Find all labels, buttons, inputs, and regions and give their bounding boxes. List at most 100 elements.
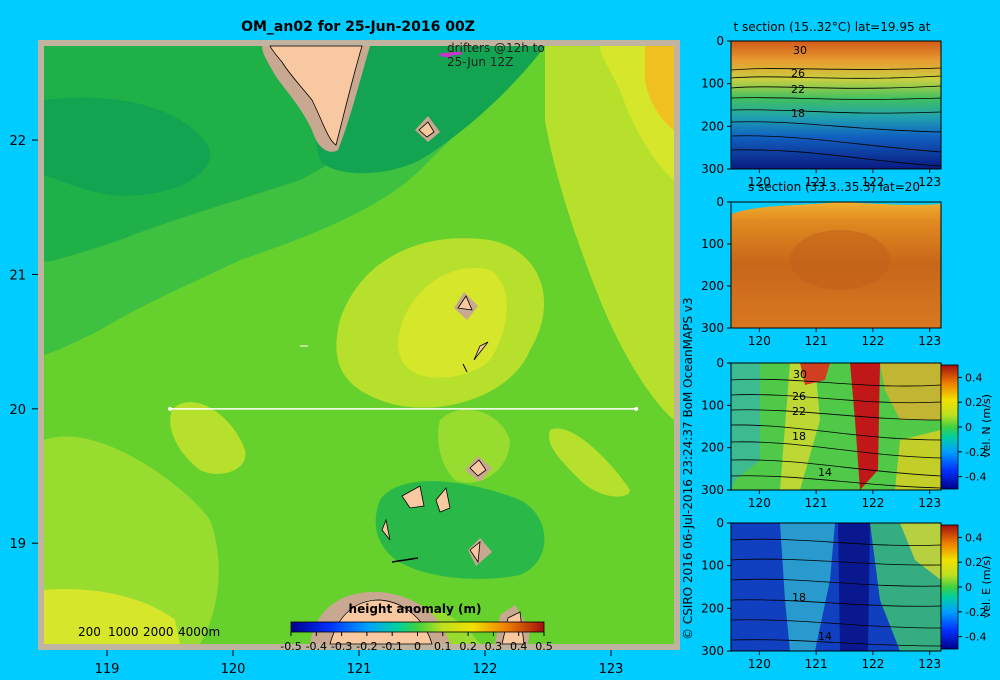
s-section-axes: 120 121 122 123 0 100 200 300 <box>701 195 941 348</box>
y-tick-label: 200 <box>701 601 724 615</box>
y-tick-label: 0 <box>716 516 724 530</box>
y-tick-label: 300 <box>701 644 724 658</box>
contour-region <box>44 589 180 644</box>
y-tick-label: 200 <box>701 441 724 455</box>
colorbar-tick-label: -0.2 <box>356 640 377 653</box>
contour-label: 18 <box>792 591 806 604</box>
x-tick-label: 120 <box>748 657 771 671</box>
contour-line <box>730 558 942 566</box>
x-tick-label: 123 <box>599 662 624 677</box>
credit-text: © CSIRO 2016 06-Jul-2016 23:24:37 BoM Oc… <box>681 297 695 640</box>
main-colorbar <box>290 621 545 633</box>
x-tick-label: 121 <box>805 334 828 348</box>
colorbar-tick-label: 0 <box>414 640 421 653</box>
x-tick-label: 121 <box>805 175 828 189</box>
x-tick-label: 122 <box>861 175 884 189</box>
x-tick-label: 123 <box>918 657 941 671</box>
x-tick-label: 121 <box>347 662 372 677</box>
contour-region <box>545 46 674 420</box>
depth-legend-200: 200 <box>78 625 101 639</box>
section-endpoint <box>634 406 639 411</box>
colorbar-tick-label: -0.3 <box>331 640 352 653</box>
colorbar-tick-label: 0.3 <box>485 640 503 653</box>
land-islet <box>391 557 419 563</box>
depth-legend-4000: 4000m <box>178 625 220 639</box>
land-islet <box>462 363 468 373</box>
depth-legend-1000: 1000 <box>108 625 139 639</box>
land-taiwan <box>269 45 363 146</box>
vn-region <box>780 363 820 490</box>
x-tick-label: 122 <box>861 657 884 671</box>
y-tick-label: 100 <box>701 77 724 91</box>
colorbar-tick-label: 0.2 <box>965 556 983 569</box>
x-tick-label: 123 <box>918 175 941 189</box>
x-tick-label: 122 <box>861 334 884 348</box>
y-tick-label: 100 <box>701 559 724 573</box>
y-tick-label: 20 <box>9 403 26 418</box>
contour-label: 22 <box>791 83 805 96</box>
contour-line <box>730 135 942 153</box>
contour-label: 14 <box>818 630 832 643</box>
land-shelf <box>468 538 492 566</box>
s-section-core <box>790 230 890 290</box>
contour-line <box>730 97 942 100</box>
land-island <box>457 295 473 311</box>
x-tick-label: 121 <box>805 657 828 671</box>
contour-line <box>730 109 942 114</box>
contour-region <box>549 428 630 497</box>
drifter-track <box>439 51 463 57</box>
land-island <box>435 487 451 513</box>
contour-line <box>730 619 942 629</box>
colorbar-tick-label: -0.4 <box>965 631 986 644</box>
colorbar-tick-label: 0.5 <box>535 640 553 653</box>
contour-region <box>44 97 211 196</box>
x-tick-label: 123 <box>918 496 941 510</box>
contour-line <box>730 578 942 587</box>
colorbar-tick-label: 0 <box>965 421 972 434</box>
land-island <box>473 341 489 361</box>
contour-region <box>438 409 510 483</box>
vn-section-panel: 30 26 22 18 14 vel. N (m/s) <box>730 362 993 491</box>
contour-label: 26 <box>792 390 806 403</box>
contour-line <box>730 459 942 477</box>
y-tick-label: 0 <box>716 356 724 370</box>
y-tick-label: 300 <box>701 483 724 497</box>
y-tick-label: 0 <box>716 34 724 48</box>
t-section-field <box>730 40 942 170</box>
land-island <box>401 485 425 509</box>
vn-colorbar-label: vel. N (m/s) <box>980 394 993 458</box>
colorbar-tick-label: 0.4 <box>965 371 983 384</box>
contour-label: 30 <box>793 368 807 381</box>
contour-line <box>730 475 942 489</box>
contour-line <box>730 639 942 647</box>
contour-line <box>730 424 942 441</box>
colorbar-tick-label: -0.2 <box>965 606 986 619</box>
vn-colorbar-ticks: 0.4 0.2 0 -0.2 -0.4 <box>958 371 986 484</box>
x-tick-label: 120 <box>221 662 246 677</box>
land-island <box>418 121 435 138</box>
colorbar-tick-label: 0 <box>965 581 972 594</box>
colorbar-ticks: -0.5 -0.4 -0.3 -0.2 -0.1 0 0.1 0.2 0.3 0.4 0.5 <box>280 632 553 653</box>
ve-section-panel: 18 14 vel. E (m/s) <box>730 522 993 652</box>
contour-line <box>730 378 942 387</box>
contour-line <box>730 538 942 546</box>
y-tick-label: 200 <box>701 279 724 293</box>
contour-line <box>730 441 942 459</box>
colorbar-tick-label: -0.4 <box>965 471 986 484</box>
contour-label: 14 <box>818 466 832 479</box>
ve-colorbar <box>940 524 959 650</box>
x-tick-label: 119 <box>95 662 120 677</box>
t-section-title: t section (15..32°C) lat=19.95 at <box>734 20 931 34</box>
ve-region <box>780 523 835 651</box>
contour-line <box>730 67 942 71</box>
colorbar-tick-label: 0.2 <box>459 640 477 653</box>
ve-region <box>838 523 870 651</box>
colorbar-tick-label: 0.4 <box>965 531 983 544</box>
y-tick-label: 0 <box>716 195 724 209</box>
contour-line <box>730 149 942 167</box>
t-section-axes: 120 121 122 123 0 100 200 300 <box>701 34 941 189</box>
x-tick-label: 121 <box>805 496 828 510</box>
colorbar-label: height anomaly (m) <box>349 602 482 616</box>
colorbar-tick-label: 0.2 <box>965 396 983 409</box>
vn-colorbar <box>940 364 959 490</box>
